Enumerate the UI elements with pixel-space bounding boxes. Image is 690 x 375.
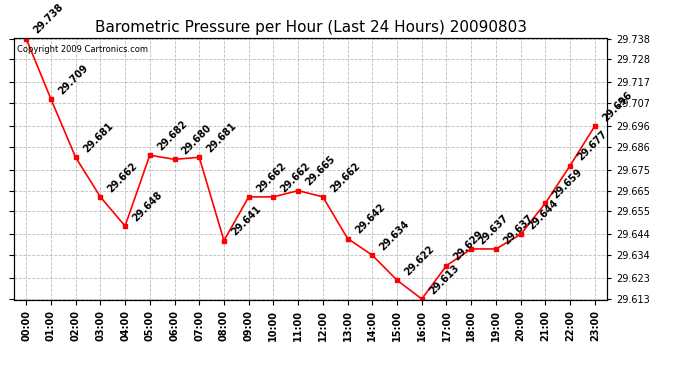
Text: 29.629: 29.629 — [452, 229, 486, 263]
Text: 29.662: 29.662 — [279, 160, 313, 194]
Text: 29.644: 29.644 — [526, 198, 560, 232]
Text: 29.662: 29.662 — [254, 160, 288, 194]
Text: 29.682: 29.682 — [155, 119, 189, 152]
Text: 29.641: 29.641 — [230, 204, 263, 238]
Text: 29.622: 29.622 — [402, 244, 436, 278]
Title: Barometric Pressure per Hour (Last 24 Hours) 20090803: Barometric Pressure per Hour (Last 24 Ho… — [95, 20, 526, 35]
Text: 29.677: 29.677 — [575, 129, 609, 163]
Text: 29.665: 29.665 — [304, 154, 337, 188]
Text: 29.637: 29.637 — [477, 213, 511, 246]
Text: 29.634: 29.634 — [378, 219, 411, 252]
Text: 29.648: 29.648 — [130, 190, 164, 223]
Text: 29.637: 29.637 — [502, 213, 535, 246]
Text: 29.659: 29.659 — [551, 167, 584, 200]
Text: 29.696: 29.696 — [600, 90, 634, 123]
Text: 29.680: 29.680 — [180, 123, 214, 157]
Text: 29.662: 29.662 — [106, 160, 139, 194]
Text: Copyright 2009 Cartronics.com: Copyright 2009 Cartronics.com — [17, 45, 148, 54]
Text: 29.642: 29.642 — [353, 202, 386, 236]
Text: 29.738: 29.738 — [32, 2, 66, 36]
Text: 29.681: 29.681 — [205, 121, 239, 154]
Text: 29.613: 29.613 — [427, 262, 461, 296]
Text: 29.662: 29.662 — [328, 160, 362, 194]
Text: 29.709: 29.709 — [57, 63, 90, 96]
Text: 29.681: 29.681 — [81, 121, 115, 154]
